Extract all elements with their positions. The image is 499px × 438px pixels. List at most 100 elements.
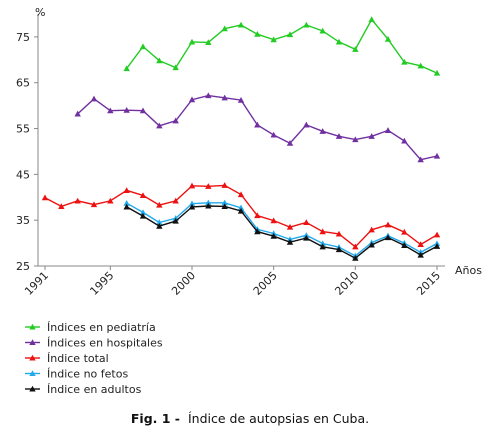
- legend-label: Índices en hospitales: [47, 337, 163, 350]
- data-point: [90, 201, 98, 208]
- data-point: [335, 230, 343, 237]
- data-point: [368, 226, 375, 233]
- data-point: [368, 16, 375, 23]
- data-point: [221, 199, 228, 206]
- data-point: [254, 228, 261, 235]
- data-point: [156, 219, 163, 226]
- legend-label: Índice en adultos: [47, 383, 142, 396]
- data-point: [123, 107, 130, 113]
- caption-text: Índice de autopsias en Cuba.: [188, 411, 369, 426]
- legend-marker: [29, 354, 36, 361]
- legend-label: Índice total: [47, 352, 109, 365]
- data-point: [237, 96, 245, 103]
- y-tick-label: 65: [16, 77, 30, 90]
- data-point: [303, 234, 310, 241]
- data-point: [286, 238, 294, 245]
- data-point: [156, 222, 163, 229]
- data-point: [254, 30, 261, 37]
- data-point: [352, 255, 359, 261]
- series-3: [41, 182, 441, 250]
- legend-item: Índice no fetos: [25, 368, 128, 381]
- data-point: [41, 194, 49, 201]
- data-point: [433, 231, 441, 238]
- legend-marker: [29, 323, 36, 330]
- series-line: [126, 18, 438, 74]
- data-point: [368, 133, 375, 139]
- y-tick-label: 75: [16, 31, 30, 44]
- y-tick-label: 35: [16, 214, 30, 227]
- data-point: [237, 21, 245, 28]
- series-group: [41, 16, 441, 261]
- x-ticks: 1991 1995 2000 2005 2010 2015: [22, 266, 443, 298]
- data-point: [188, 38, 196, 45]
- series-4: [123, 199, 441, 259]
- data-point: [368, 241, 375, 248]
- data-point: [286, 140, 294, 146]
- x-tick-label: 2010: [332, 269, 361, 298]
- data-point: [205, 202, 212, 209]
- data-point: [417, 62, 424, 69]
- legend-marker: [29, 385, 36, 392]
- data-point: [433, 152, 441, 159]
- data-point: [417, 156, 424, 163]
- data-point: [172, 64, 179, 71]
- data-point: [303, 219, 310, 226]
- data-point: [352, 46, 359, 52]
- data-point: [205, 39, 212, 45]
- data-point: [384, 234, 392, 241]
- data-point: [205, 183, 212, 189]
- data-point: [123, 65, 130, 72]
- x-tick-label: 2015: [414, 269, 443, 298]
- data-point: [123, 203, 130, 210]
- data-point: [188, 182, 196, 189]
- data-point: [172, 217, 179, 224]
- figure-caption: Fig. 1 - Índice de autopsias en Cuba.: [131, 411, 369, 426]
- data-point: [237, 204, 245, 211]
- legend-item: Índices en hospitales: [25, 337, 163, 350]
- data-point: [123, 187, 130, 193]
- data-point: [433, 69, 441, 76]
- data-point: [172, 117, 179, 124]
- data-point: [384, 221, 392, 228]
- data-point: [156, 201, 163, 208]
- data-point: [221, 203, 228, 209]
- data-point: [335, 133, 343, 139]
- data-point: [139, 209, 147, 215]
- series-line: [126, 205, 438, 260]
- data-point: [401, 242, 408, 248]
- x-tick-label: 1995: [87, 269, 116, 298]
- data-point: [433, 243, 441, 249]
- data-point: [319, 243, 326, 250]
- data-point: [254, 212, 261, 219]
- legend: Índices en pediatría Índices en hospitale…: [25, 321, 163, 396]
- data-point: [303, 121, 310, 128]
- data-point: [90, 95, 98, 102]
- legend-label: Índices en pediatría: [47, 321, 156, 334]
- y-tick-label: 25: [16, 260, 30, 273]
- data-point: [335, 246, 343, 253]
- y-ticks: 25 35 45 55 65 75: [16, 31, 38, 273]
- data-point: [188, 200, 196, 207]
- data-point: [139, 212, 147, 219]
- data-point: [205, 92, 212, 99]
- data-point: [303, 21, 310, 28]
- y-tick-label: 55: [16, 123, 30, 136]
- data-point: [156, 57, 163, 64]
- data-point: [74, 110, 81, 117]
- series-5: [123, 202, 441, 261]
- data-point: [221, 25, 228, 32]
- data-point: [270, 233, 277, 239]
- data-point: [123, 200, 130, 206]
- data-point: [188, 203, 196, 210]
- legend-marker: [29, 339, 36, 346]
- data-point: [417, 241, 424, 248]
- legend-item: Índice en adultos: [25, 383, 142, 396]
- y-tick-label: 45: [16, 168, 30, 181]
- series-1: [123, 16, 441, 76]
- data-point: [335, 38, 343, 45]
- data-point: [139, 192, 147, 198]
- data-point: [237, 207, 245, 214]
- caption-label: Fig. 1 -: [131, 411, 180, 426]
- data-point: [352, 243, 359, 250]
